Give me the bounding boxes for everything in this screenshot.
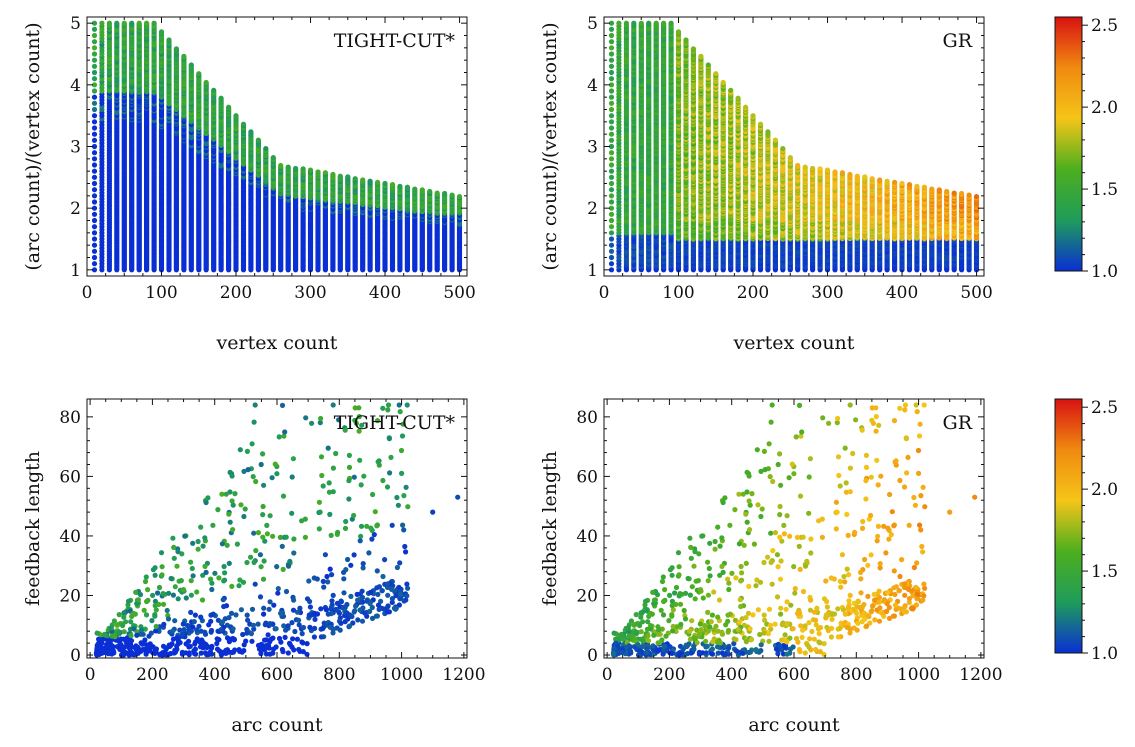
scatter-point (91, 125, 98, 131)
scatter-point (91, 248, 98, 254)
scatter-point (91, 162, 98, 168)
scatter-point (91, 63, 98, 69)
scatter-point (91, 69, 98, 76)
scatter-point (151, 20, 157, 26)
scatter-point (255, 137, 261, 143)
scatter-point (278, 162, 284, 169)
scatter-point (121, 20, 127, 26)
scatter-point (144, 20, 150, 26)
scatter-point (91, 76, 98, 82)
scatter-point (91, 137, 98, 143)
scatter-point (211, 87, 217, 93)
scatter-point (91, 45, 98, 51)
scatter-point (248, 129, 254, 135)
scatter-point (91, 20, 98, 26)
scatter-point (91, 51, 98, 57)
scatter-point (233, 113, 239, 119)
scatter-point (91, 150, 98, 156)
scatter-point (91, 106, 98, 113)
scatter-point (91, 230, 98, 236)
scatter-point (91, 32, 98, 39)
scatter-point (293, 165, 299, 172)
scatter-point (91, 94, 98, 100)
scatter-point (270, 155, 276, 161)
scatter-point (203, 79, 209, 86)
scatter-point (300, 166, 306, 172)
scatter-point (91, 267, 98, 273)
scatter-point (91, 168, 98, 174)
scatter-point (91, 39, 98, 45)
scatter-point (91, 187, 98, 193)
scatter-point (91, 193, 98, 199)
scatter-point (91, 242, 98, 248)
scatter-point (285, 164, 291, 170)
scatter-point (166, 37, 172, 43)
scatter-point (91, 217, 98, 224)
scatter-point (91, 261, 98, 267)
scatter-point (173, 46, 179, 52)
scatter-point (91, 100, 98, 106)
scatter-point (91, 236, 98, 242)
scatter-point (91, 174, 98, 180)
scatter-point (91, 156, 98, 162)
scatter-point (307, 167, 314, 173)
scatter-point (129, 20, 135, 26)
scatter-point (114, 20, 120, 26)
scatter-point (91, 143, 98, 150)
scatter-point (91, 82, 98, 88)
points-panel-1 (91, 20, 463, 273)
scatter-point (181, 53, 187, 60)
scatter-point (337, 173, 343, 179)
scatter-point (136, 20, 142, 26)
scatter-point (91, 131, 98, 137)
scatter-point (218, 95, 224, 101)
scatter-point (91, 57, 98, 63)
scatter-point (91, 180, 98, 187)
scatter-point (91, 205, 98, 211)
scatter-point (91, 119, 98, 125)
scatter-point (91, 26, 98, 32)
scatter-point (91, 199, 98, 205)
scatter-point (196, 71, 202, 77)
scatter-point (188, 62, 194, 68)
scatter-point (106, 20, 112, 26)
scatter-point (91, 88, 98, 94)
scatter-point (99, 20, 105, 26)
scatter-point (158, 29, 165, 35)
scatter-point (315, 169, 321, 175)
scatter-point (226, 104, 232, 110)
scatter-point (91, 211, 98, 217)
scatter-point (91, 224, 98, 230)
scatter-point (91, 254, 98, 261)
points-layer (91, 20, 980, 658)
scatter-point (91, 113, 98, 119)
scatter-point (263, 146, 269, 152)
scatter-point (330, 171, 336, 178)
scatter-point (240, 121, 247, 127)
scatter-point (322, 170, 328, 176)
